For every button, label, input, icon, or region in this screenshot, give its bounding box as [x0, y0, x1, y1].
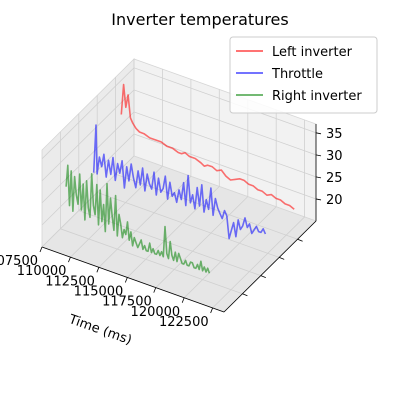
y-axis-line — [223, 220, 317, 313]
grid-line-y — [60, 131, 243, 295]
legend: Left inverter Throttle Right inverter — [229, 36, 378, 114]
grid-line-z — [41, 89, 317, 182]
x-tick-label: 117500 — [102, 295, 152, 310]
x-axis-line — [41, 246, 225, 313]
legend-entry-1: Left inverter — [272, 45, 353, 60]
grid-line-x — [70, 69, 163, 258]
x-tick-label: 115000 — [74, 284, 124, 299]
z-tick-label: 35 — [326, 127, 343, 142]
y-tick-mark — [279, 257, 285, 260]
grid-line-z — [41, 111, 317, 204]
x-tick-label: 122500 — [159, 315, 209, 330]
x-tick-mark — [181, 297, 185, 303]
grid-line-x — [183, 109, 277, 299]
z-tick-mark — [315, 198, 322, 201]
axis-ticks: 1075001100001125001150001175001200001225… — [0, 124, 343, 330]
y-tick-mark — [242, 293, 248, 297]
x-axis-label: Time (ms) — [66, 312, 134, 349]
grid-line-x — [41, 59, 135, 248]
x-tick-mark — [68, 257, 71, 263]
z-tick-label: 30 — [326, 149, 343, 164]
x-tick-mark — [39, 246, 43, 253]
grid-line-x — [155, 99, 249, 288]
y-tick-mark — [297, 238, 303, 242]
z-tick-mark — [315, 154, 322, 157]
grid-line-y — [78, 113, 261, 276]
series-lines — [65, 83, 295, 274]
series-line-3 — [65, 164, 211, 274]
series-line-1 — [120, 83, 295, 210]
z-tick-label: 25 — [326, 171, 343, 186]
x-tick-label: 120000 — [131, 305, 181, 320]
x-tick-mark — [96, 267, 100, 273]
x-tick-mark — [210, 307, 213, 314]
legend-entry-2: Throttle — [271, 67, 323, 82]
z-tick-label: 20 — [326, 193, 343, 208]
legend-box — [229, 36, 378, 114]
series-line-2 — [92, 124, 267, 240]
legend-entry-3: Right inverter — [272, 89, 362, 104]
z-tick-mark — [315, 132, 322, 135]
x-tick-label: 112500 — [45, 274, 95, 289]
chart-title: Inverter temperatures — [111, 10, 288, 29]
x-tick-label: 107500 — [0, 254, 38, 269]
x-tick-mark — [153, 287, 157, 293]
x-tick-label: 110000 — [17, 264, 67, 279]
grid-line-x — [212, 119, 306, 309]
z-tick-mark — [315, 176, 322, 179]
x-tick-mark — [124, 277, 128, 283]
y-tick-mark — [260, 275, 266, 278]
grid-line-x — [127, 89, 220, 278]
